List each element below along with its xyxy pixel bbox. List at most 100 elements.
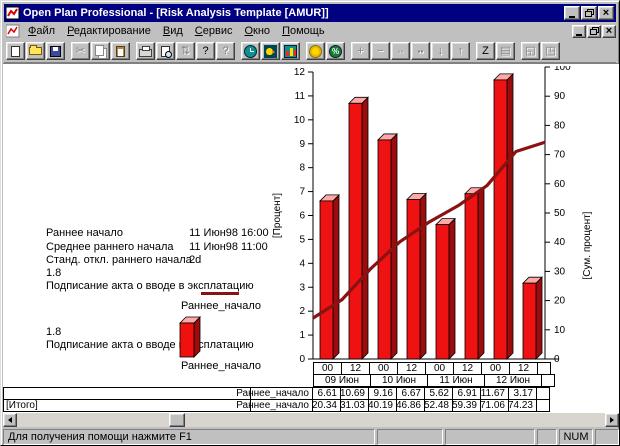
save-button[interactable] [46,42,65,60]
duck-icon [264,44,277,58]
value-cell: 59.39 [452,399,481,412]
horizontal-scrollbar[interactable] [3,413,619,427]
restore-icon [584,9,594,17]
print-button[interactable] [136,42,155,60]
add-icon: + [357,44,364,57]
open-file-button[interactable] [26,42,45,60]
remove-icon: − [377,44,384,57]
outline-steps-icon: ▪▪ [417,46,424,56]
move-up-button: ↑ [451,42,470,60]
table-row: 09 Июн 10 Июн 11 Июн 12 Июн [313,374,555,387]
date-cell: 10 Июн [370,374,428,387]
statistics-block: Раннее начало 11 Июн98 16:00 Среднее ран… [46,227,269,268]
arrow-left-icon [8,417,12,423]
menu-Вид[interactable]: Вид [162,25,183,37]
svg-text:90: 90 [554,91,566,102]
svg-text:2: 2 [299,306,305,317]
svg-text:6: 6 [299,211,305,222]
menu-bar: Файл Редактирование Вид Сервис Окно Помощь × [4,22,616,40]
stat-value: 11 Июн98 16:00 [189,227,269,239]
legend-value: 1.8 [46,326,62,338]
cascade-windows-icon: ◳ [545,44,556,57]
risk-histogram-button[interactable] [281,42,300,60]
scrollbar-thumb[interactable] [169,413,185,427]
copy-button [91,42,110,60]
status-panel [377,429,443,445]
num-lock-indicator: NUM [559,429,593,445]
status-panel [537,429,557,445]
link-dots-icon: ◦◦ [397,46,404,56]
svg-text:30: 30 [554,266,566,277]
new-document-button[interactable] [6,42,25,60]
value-cell: 71.06 [480,399,509,412]
menu-Редактирование[interactable]: Редактирование [67,25,151,37]
link-dots-button: ◦◦ [391,42,410,60]
window-title: Open Plan Professional - [Risk Analysis … [23,7,329,19]
chart-view: Раннее начало 11 Июн98 16:00 Среднее ран… [3,63,619,413]
copy-icon [95,44,104,56]
z-list-icon: ▤ [500,44,511,57]
paste-icon [116,45,125,57]
print-preview-button[interactable] [156,42,175,60]
tail-cell [536,399,550,412]
svg-text:[Сум. процент]: [Сум. процент] [582,211,593,279]
legend-activity: Подписание акта о вводе в эксплатацию [46,339,254,351]
mdi-restore-button[interactable] [587,24,601,38]
svg-text:5: 5 [299,234,305,245]
stat-row: Раннее начало 11 Июн98 16:00 [46,227,269,241]
row-group-cell: [Итого] [3,399,251,412]
mdi-minimize-button[interactable] [572,24,586,38]
restore-button[interactable] [581,6,597,20]
minimize-button[interactable] [564,6,580,20]
date-cell: 11 Июн [427,374,485,387]
svg-text:11: 11 [295,91,306,102]
time-analysis-clock-button[interactable] [241,42,260,60]
svg-text:4: 4 [299,258,305,269]
legend-value: 1.8 [46,267,62,279]
up-down-arrows-button: ⇅ [176,42,195,60]
stat-label: Станд. откл. раннего начала [46,254,192,266]
mdi-close-button[interactable]: × [602,24,616,38]
svg-text:60: 60 [554,179,566,190]
close-button[interactable]: × [598,6,614,20]
svg-text:10: 10 [294,115,306,126]
cost-coin-button[interactable] [306,42,325,60]
new-document-icon [11,45,20,57]
duck-button[interactable] [261,42,280,60]
document-chart-icon [6,24,20,38]
percent-button[interactable] [326,42,345,60]
app-icon [6,6,20,20]
open-file-icon [29,45,42,55]
move-up-icon: ↑ [457,44,464,57]
svg-text:0: 0 [299,354,305,365]
menu-Сервис[interactable]: Сервис [194,25,233,37]
svg-text:1: 1 [299,330,305,341]
z-list-button: ▤ [496,42,515,60]
svg-text:7: 7 [299,187,305,198]
legend-series-label: Раннее_начало [180,360,262,372]
print-icon [139,45,152,57]
zoom-z-icon: Z [482,44,489,57]
help-icon: ? [202,44,209,57]
value-cell: 52.48 [424,399,453,412]
scroll-left-button[interactable] [3,413,17,427]
tile-windows-icon: ◱ [525,44,536,57]
menu-Помощь[interactable]: Помощь [282,25,325,37]
svg-text:40: 40 [554,237,566,248]
paste-button [111,42,130,60]
line-swatch [201,292,239,295]
menu-Окно[interactable]: Окно [244,25,271,37]
svg-text:80: 80 [554,120,566,131]
stat-label: Раннее начало [46,227,123,239]
scroll-right-button[interactable] [605,413,619,427]
move-down-icon: ↓ [437,44,444,57]
zoom-z-button[interactable]: Z [476,42,495,60]
menu-Файл[interactable]: Файл [28,25,56,37]
date-cell: 09 Июн [313,374,371,387]
svg-text:0: 0 [554,354,560,365]
svg-text:3: 3 [299,282,305,293]
value-cell: 40.19 [368,399,397,412]
status-panel [595,429,619,445]
add-button: + [351,42,370,60]
help-button[interactable]: ? [196,42,215,60]
